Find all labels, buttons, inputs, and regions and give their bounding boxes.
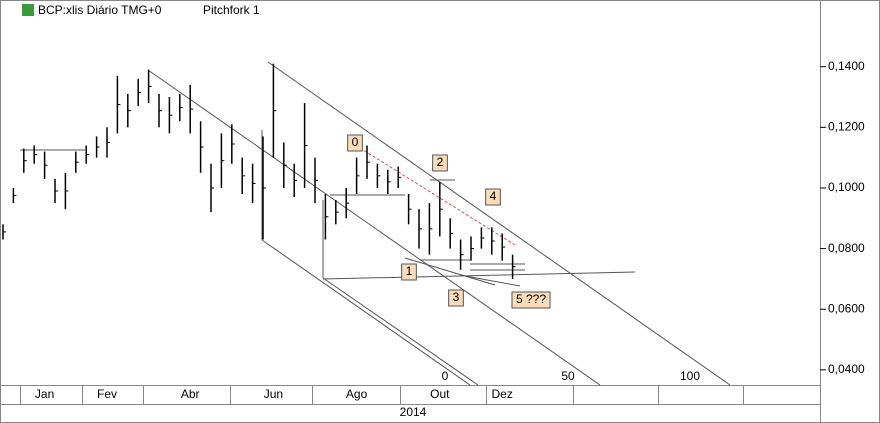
annotation-box [448,289,464,307]
header-study[interactable]: Pitchfork 1 [203,3,260,17]
year-label: 2014 [400,405,427,419]
annotation-box [347,134,363,152]
annotation: 4 [485,188,501,206]
x-tick-label: Dez [492,387,513,401]
fork-line [147,69,601,386]
annotation-label: 2 [437,155,444,169]
y-tick-label: 0,0600 [828,301,865,315]
annotation: 5 ??? [511,291,551,309]
fork-line [404,257,496,286]
y-tick-label: 0,1200 [828,119,865,133]
annotation-label: 1 [406,264,413,278]
annotation-label: 4 [490,189,497,203]
fork-line [459,274,521,287]
annotation-label: 0 [352,135,359,149]
x-tick-label: Fev [97,387,117,401]
icon [22,4,34,16]
annotation-label: 3 [453,290,460,304]
y-tick-label: 0,0800 [828,241,865,255]
x-tick-label: Out [430,387,450,401]
y-tick-label: 0,1000 [828,180,865,194]
x-tick-label: Jan [35,387,54,401]
fork-line [322,277,479,386]
annotation: 3 [448,289,464,307]
annotation-box [401,263,417,281]
trend-line [359,147,516,246]
x-tick-label: Abr [181,387,200,401]
annotation: 1 [401,263,417,281]
y-tick-label: 0,1400 [828,59,865,73]
annotation: 0 [347,134,363,152]
annotation-box [432,154,448,172]
annotation-box [485,188,501,206]
x-tick-label: Jun [264,387,283,401]
header-symbol[interactable]: BCP:xlis Diário TMG+0 [38,3,162,17]
annotation: 2 [432,154,448,172]
pitchfork [20,61,731,386]
y-tick-label: 0,0400 [828,362,865,376]
annotation-label: 5 ??? [516,292,546,306]
fork-scale-label: 100 [680,369,700,383]
fork-line [261,239,471,386]
annotation-box [511,291,551,309]
support-line [322,271,636,280]
fork-scale-label: 50 [561,369,575,383]
fork-line [267,61,731,386]
x-tick-label: Ago [346,387,368,401]
fork-scale-label: 0 [442,369,449,383]
